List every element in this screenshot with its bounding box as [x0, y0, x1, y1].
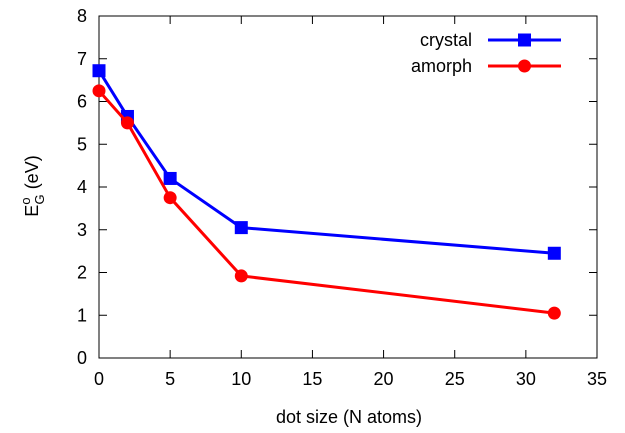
x-axis-label: dot size (N atoms) [276, 407, 422, 427]
y-tick-label: 2 [77, 263, 87, 283]
data-point-crystal [163, 171, 177, 185]
y-tick-label: 8 [77, 6, 87, 26]
data-point-amorph [234, 269, 248, 283]
x-tick-label: 15 [302, 369, 322, 389]
x-tick-label: 30 [516, 369, 536, 389]
y-axis-label-superscript: o [18, 197, 33, 204]
series-line-crystal [97, 69, 555, 255]
legend-marker-crystal [518, 33, 531, 47]
y-axis-label-base: E [22, 205, 42, 217]
data-point-crystal [234, 221, 248, 235]
legend-label-amorph: amorph [411, 56, 472, 76]
x-tick-label: 10 [231, 369, 251, 389]
y-tick-label: 5 [77, 134, 87, 154]
y-tick-label: 7 [77, 49, 87, 69]
data-point-crystal [92, 64, 106, 78]
y-tick-label: 1 [77, 305, 87, 325]
x-tick-label: 5 [165, 369, 175, 389]
x-tick-label: 0 [94, 369, 104, 389]
data-point-amorph [120, 116, 134, 130]
y-axis-label-suffix: (eV) [22, 155, 42, 194]
x-tick-label: 35 [587, 369, 607, 389]
y-axis-label: EoG (eV) [18, 155, 47, 216]
y-tick-label: 3 [77, 220, 87, 240]
x-tick-label: 20 [374, 369, 394, 389]
data-point-amorph [547, 306, 561, 320]
legend-label-crystal: crystal [420, 30, 472, 50]
y-axis-label-subscript: G [32, 194, 47, 204]
legend-marker-amorph [518, 59, 531, 73]
y-tick-label: 0 [77, 348, 87, 368]
data-point-crystal [547, 246, 561, 260]
y-tick-label: 4 [77, 177, 87, 197]
data-point-amorph [92, 84, 106, 98]
axes: 0 5 10 15 20 25 30 35 0 1 2 3 4 5 6 7 8 [77, 6, 607, 389]
legend: crystal amorph [411, 30, 561, 76]
series-group [92, 64, 561, 320]
y-tick-label: 6 [77, 92, 87, 112]
x-tick-label: 25 [445, 369, 465, 389]
data-point-amorph [163, 191, 177, 205]
